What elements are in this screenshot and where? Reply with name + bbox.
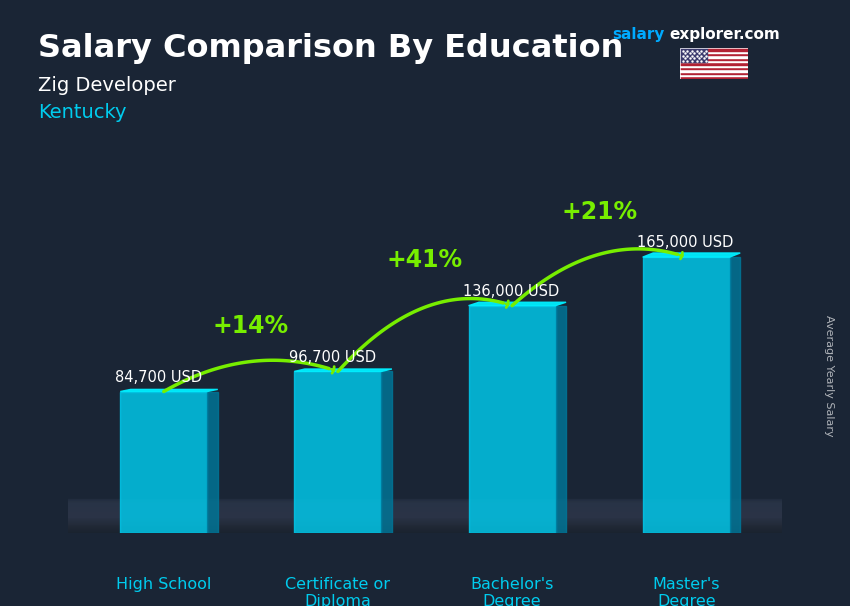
Bar (60, 508, 791, 526)
Polygon shape (120, 390, 218, 391)
Bar (60, 512, 791, 530)
Bar (60, 504, 791, 521)
Bar (120, 391, 207, 533)
Bar (680, 51, 748, 53)
Text: 96,700 USD: 96,700 USD (289, 350, 377, 365)
Text: Certificate or
Diploma: Certificate or Diploma (286, 577, 390, 606)
Bar (680, 70, 748, 72)
Polygon shape (468, 302, 566, 305)
Text: Master's
Degree: Master's Degree (653, 577, 720, 606)
Bar (60, 500, 791, 518)
Text: Salary Comparison By Education: Salary Comparison By Education (38, 33, 624, 64)
Text: 165,000 USD: 165,000 USD (638, 235, 734, 250)
Polygon shape (643, 253, 740, 257)
Bar (60, 504, 791, 522)
Polygon shape (207, 391, 218, 533)
Bar (60, 513, 791, 531)
Polygon shape (730, 257, 740, 533)
Text: High School: High School (116, 577, 212, 592)
Bar (60, 502, 791, 519)
Bar (680, 48, 707, 62)
Text: 136,000 USD: 136,000 USD (463, 284, 559, 299)
Polygon shape (556, 305, 566, 533)
Bar (680, 76, 748, 79)
Bar (60, 515, 791, 533)
Bar (680, 56, 748, 58)
Bar (60, 501, 791, 518)
Bar (680, 67, 748, 70)
Text: salary: salary (612, 27, 665, 42)
Text: Zig Developer: Zig Developer (38, 76, 176, 95)
Text: 84,700 USD: 84,700 USD (115, 370, 202, 385)
Bar (60, 499, 791, 516)
Bar (60, 502, 791, 520)
Bar (60, 510, 791, 528)
Bar (60, 510, 791, 527)
Bar (643, 257, 730, 533)
Polygon shape (294, 369, 392, 371)
Text: Average Yearly Salary: Average Yearly Salary (824, 315, 834, 436)
Text: explorer.com: explorer.com (670, 27, 780, 42)
Bar (680, 72, 748, 74)
Text: +41%: +41% (387, 248, 463, 272)
Bar (680, 74, 748, 76)
Bar (294, 371, 382, 533)
Bar (60, 506, 791, 524)
Bar (60, 516, 791, 533)
Text: +14%: +14% (212, 314, 289, 338)
Bar (60, 514, 791, 531)
Bar (680, 62, 748, 65)
Bar (680, 48, 748, 51)
Bar (680, 58, 748, 60)
Bar (60, 505, 791, 523)
Bar (680, 60, 748, 62)
Bar (60, 511, 791, 529)
Bar (468, 305, 556, 533)
Bar (680, 65, 748, 67)
Bar (60, 508, 791, 525)
Bar (60, 507, 791, 524)
Bar (680, 53, 748, 56)
Text: Bachelor's
Degree: Bachelor's Degree (470, 577, 553, 606)
Text: +21%: +21% (561, 200, 638, 224)
Text: Kentucky: Kentucky (38, 103, 127, 122)
Polygon shape (382, 371, 392, 533)
